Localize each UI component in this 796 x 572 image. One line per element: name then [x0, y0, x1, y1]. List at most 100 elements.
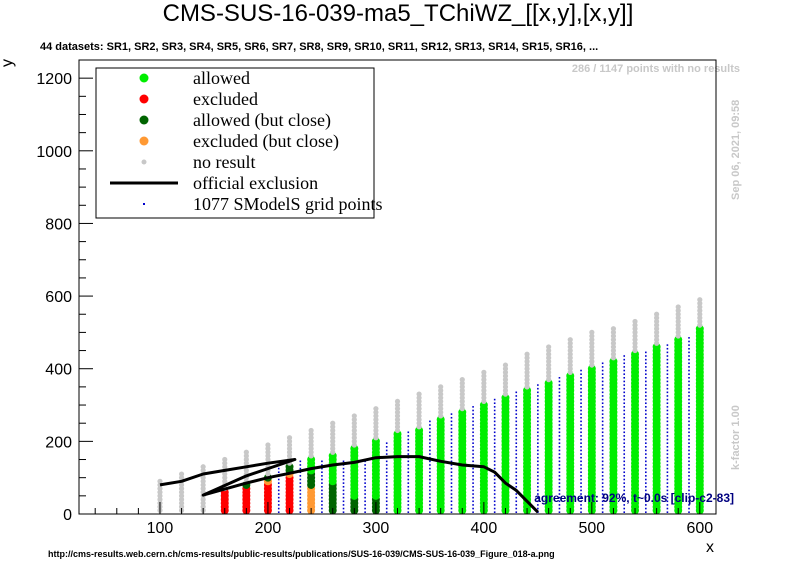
point-no-result — [567, 369, 573, 375]
grid-point — [688, 464, 690, 466]
grid-point — [493, 435, 496, 437]
point-no-result — [632, 333, 638, 339]
grid-point — [299, 500, 302, 503]
grid-point — [493, 500, 496, 503]
grid-point — [645, 362, 647, 365]
legend-label: allowed (but close) — [193, 110, 331, 131]
legend-swatch-excluded-close — [139, 136, 149, 146]
grid-point — [429, 442, 431, 444]
grid-point — [601, 427, 604, 430]
point-no-result — [697, 308, 703, 314]
point-no-result — [178, 485, 185, 492]
grid-point — [666, 511, 669, 513]
grid-point — [558, 438, 561, 441]
grid-point — [688, 424, 690, 426]
point-no-result — [610, 355, 617, 361]
point-no-result — [438, 402, 444, 408]
grid-point — [645, 409, 647, 412]
point-no-result — [330, 442, 336, 448]
grid-point — [277, 467, 280, 470]
grid-point — [385, 442, 388, 444]
point-no-result — [502, 366, 509, 372]
grid-point — [666, 438, 669, 441]
grid-point — [493, 442, 496, 444]
point-no-result — [394, 402, 401, 408]
grid-point — [688, 485, 690, 488]
grid-point — [450, 485, 453, 488]
grid-point — [515, 467, 518, 470]
grid-point — [558, 431, 561, 434]
grid-point — [321, 475, 323, 477]
grid-point — [493, 402, 496, 405]
grid-point — [601, 424, 604, 426]
grid-point — [493, 438, 496, 441]
point-no-result — [157, 496, 163, 503]
grid-point — [688, 384, 690, 386]
grid-point — [472, 420, 474, 423]
grid-point — [515, 449, 518, 452]
point-no-result — [394, 424, 401, 430]
grid-point — [645, 402, 647, 405]
grid-point — [645, 453, 647, 455]
point-no-result — [416, 398, 422, 405]
grid-point — [537, 493, 539, 495]
grid-point — [407, 507, 410, 510]
point-no-result — [481, 395, 487, 401]
point-no-result — [589, 329, 595, 335]
grid-point — [342, 478, 345, 481]
x-tick-label: 600 — [686, 520, 713, 537]
grid-point — [580, 402, 582, 405]
point-no-result — [567, 351, 573, 357]
point-no-result — [481, 380, 487, 386]
grid-point — [493, 427, 496, 430]
grid-point — [277, 496, 280, 499]
grid-point — [537, 467, 539, 470]
point-no-result — [178, 496, 185, 503]
grid-point — [645, 496, 647, 499]
point-no-result — [178, 482, 185, 488]
grid-point — [666, 489, 669, 492]
grid-point — [688, 493, 690, 495]
grid-point — [666, 387, 669, 390]
grid-point — [601, 398, 604, 401]
grid-point — [623, 485, 626, 488]
grid-point — [515, 460, 518, 463]
grid-point — [385, 507, 388, 510]
grid-point — [515, 475, 518, 477]
grid-point — [515, 402, 518, 405]
grid-point — [666, 500, 669, 503]
grid-point — [623, 398, 626, 401]
grid-point — [645, 369, 647, 372]
grid-point — [472, 511, 474, 513]
grid-point — [299, 504, 302, 506]
grid-point — [537, 460, 539, 463]
grid-point — [580, 446, 582, 448]
grid-point — [450, 431, 453, 434]
grid-point — [688, 438, 690, 441]
grid-point — [601, 456, 604, 459]
point-no-result — [265, 471, 271, 477]
point-no-result — [308, 431, 314, 437]
point-no-result — [286, 449, 293, 455]
grid-point — [493, 511, 496, 513]
grid-point — [537, 398, 539, 401]
grid-point — [645, 351, 647, 354]
grid-point — [537, 402, 539, 405]
grid-point — [429, 489, 431, 492]
grid-point — [666, 409, 669, 412]
grid-point — [666, 442, 669, 444]
point-no-result — [373, 424, 379, 430]
x-tick-label: 500 — [578, 520, 605, 537]
grid-point — [472, 507, 474, 510]
point-no-result — [157, 493, 163, 499]
point-no-result — [567, 358, 573, 365]
point-no-result — [265, 453, 271, 459]
point-no-result — [200, 485, 206, 492]
grid-point — [537, 489, 539, 492]
grid-point — [580, 485, 582, 488]
grid-point — [645, 406, 647, 408]
grid-point — [666, 391, 669, 394]
point-no-result — [394, 413, 401, 419]
grid-point — [601, 504, 604, 506]
grid-point — [537, 395, 539, 397]
